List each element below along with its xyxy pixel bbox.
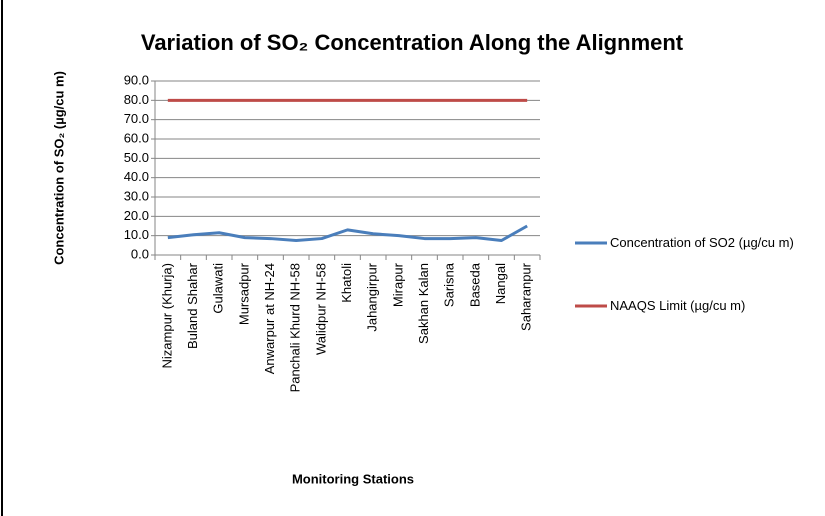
y-tick-label: 10.0 <box>124 227 149 242</box>
x-tick-label: Gulawati <box>211 263 226 314</box>
x-tick-label: Anwarpur at NH-24 <box>262 263 277 374</box>
y-tick-label: 80.0 <box>124 92 149 107</box>
y-tick-label: 20.0 <box>124 208 149 223</box>
y-tick-label: 50.0 <box>124 150 149 165</box>
y-tick-label: 30.0 <box>124 188 149 203</box>
x-tick-label: Buland Shahar <box>185 262 200 349</box>
x-tick-label: Baseda <box>467 262 482 307</box>
x-tick-label: Mursadpur <box>236 262 251 325</box>
series-line <box>167 224 528 242</box>
chart-title: Variation of SO₂ Concentration Along the… <box>141 30 684 55</box>
x-tick-label: Khatoli <box>339 263 354 303</box>
y-tick-label: 0.0 <box>131 246 149 261</box>
x-tick-label: Nangal <box>493 263 508 304</box>
x-tick-label: Panchali Khurd NH-58 <box>288 263 303 392</box>
x-tick-label: Jahangirpur <box>365 262 380 331</box>
y-tick-label: 70.0 <box>124 111 149 126</box>
y-tick-label: 40.0 <box>124 169 149 184</box>
x-tick-label: Sarisna <box>442 262 457 307</box>
x-axis-title: Monitoring Stations <box>292 471 414 486</box>
x-tick-label: Saharanpur <box>519 262 534 331</box>
legend-label: Concentration of SO2 (µg/cu m) <box>610 235 794 250</box>
legend-label: NAAQS Limit (µg/cu m) <box>610 298 746 313</box>
y-tick-label: 90.0 <box>124 72 149 87</box>
x-tick-label: Walidpur NH-58 <box>313 263 328 355</box>
y-tick-label: 60.0 <box>124 130 149 145</box>
y-axis-title: Concentration of SO₂ (µg/cu m) <box>51 71 66 265</box>
x-tick-label: Sakhan Kalan <box>416 263 431 344</box>
x-tick-label: Nizampur (Khurja) <box>159 263 174 368</box>
x-tick-label: Mirapur <box>390 262 405 307</box>
